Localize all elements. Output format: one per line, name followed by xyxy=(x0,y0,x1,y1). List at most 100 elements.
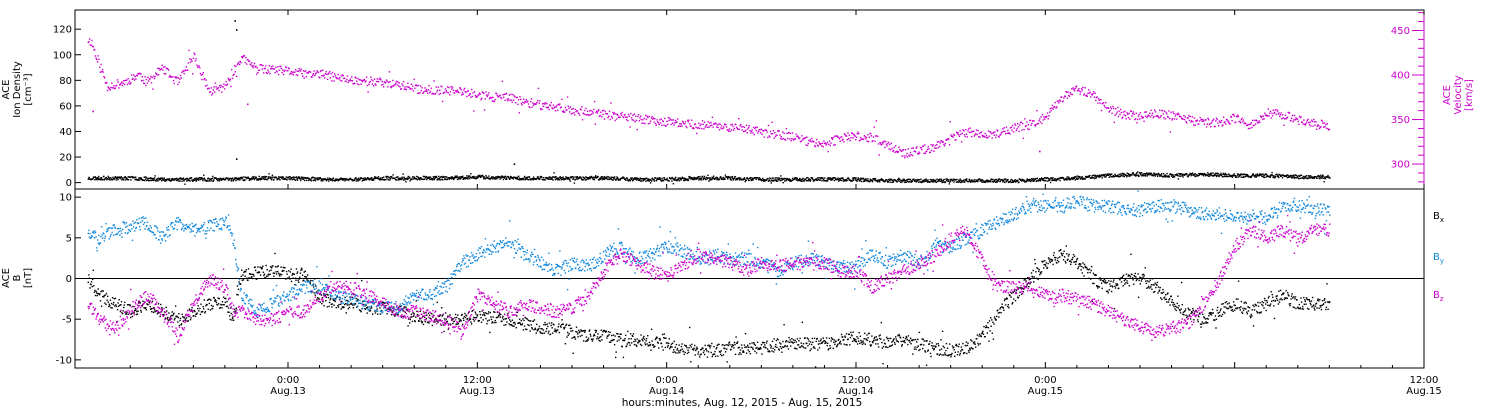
velocity-point xyxy=(233,74,234,75)
density-point xyxy=(812,177,813,178)
velocity-point xyxy=(147,83,148,84)
velocity-point xyxy=(115,87,116,88)
velocity-point xyxy=(628,114,629,115)
bx-point xyxy=(375,312,376,313)
velocity-point xyxy=(1028,129,1029,130)
density-point xyxy=(184,184,185,185)
bx-point xyxy=(271,267,272,268)
density-point xyxy=(1109,177,1110,178)
density-point xyxy=(879,181,880,182)
density-point xyxy=(925,179,926,180)
velocity-point xyxy=(1149,113,1150,114)
velocity-point xyxy=(1048,115,1049,116)
density-point xyxy=(1159,176,1160,177)
bx-point xyxy=(233,320,234,321)
velocity-point xyxy=(557,110,558,111)
velocity-point xyxy=(230,79,231,80)
velocity-point xyxy=(830,143,831,144)
velocity-point xyxy=(1124,114,1125,115)
bx-point xyxy=(126,313,127,314)
bx-point xyxy=(111,303,112,304)
density-point xyxy=(503,179,504,180)
velocity-point xyxy=(1074,90,1075,91)
density-point xyxy=(673,183,674,184)
velocity-point xyxy=(502,94,503,95)
velocity-point xyxy=(689,123,690,124)
velocity-point xyxy=(1184,119,1185,120)
density-point xyxy=(1327,175,1328,176)
bx-point xyxy=(313,286,314,287)
velocity-point xyxy=(196,58,197,59)
velocity-point xyxy=(1069,96,1070,97)
velocity-point xyxy=(992,137,993,138)
velocity-point xyxy=(747,132,748,133)
density-point xyxy=(1095,175,1096,176)
velocity-point xyxy=(1233,114,1234,115)
velocity-point xyxy=(272,65,273,66)
velocity-point xyxy=(1099,103,1100,104)
density-point xyxy=(311,180,312,181)
velocity-point xyxy=(1176,118,1177,119)
bx-point xyxy=(325,300,326,301)
velocity-point xyxy=(1303,119,1304,120)
velocity-point xyxy=(238,62,239,63)
velocity-point xyxy=(730,124,731,125)
bx-point xyxy=(103,296,104,297)
velocity-point xyxy=(1088,89,1089,90)
density-point xyxy=(89,177,90,178)
velocity-point xyxy=(679,123,680,124)
density-point xyxy=(625,179,626,180)
velocity-point xyxy=(702,120,703,121)
density-point xyxy=(919,179,920,180)
velocity-point xyxy=(202,74,203,75)
velocity-point xyxy=(685,126,686,127)
velocity-point xyxy=(1109,111,1110,112)
density-point xyxy=(1037,178,1038,179)
density-point xyxy=(296,176,297,177)
velocity-point xyxy=(1253,125,1254,126)
velocity-point xyxy=(448,92,449,93)
velocity-point xyxy=(1190,116,1191,117)
density-point xyxy=(1228,174,1229,175)
bx-point xyxy=(344,297,345,298)
bx-point xyxy=(181,323,182,324)
bx-point xyxy=(122,313,123,314)
velocity-point xyxy=(321,75,322,76)
velocity-point xyxy=(586,114,587,115)
density-point xyxy=(539,178,540,179)
velocity-point xyxy=(775,136,776,137)
velocity-point xyxy=(1268,115,1269,116)
velocity-point xyxy=(1126,118,1127,119)
bx-point xyxy=(109,305,110,306)
velocity-point xyxy=(282,72,283,73)
density-point xyxy=(300,180,301,181)
bx-point xyxy=(377,314,378,315)
velocity-point xyxy=(1280,112,1281,113)
density-point xyxy=(151,180,152,181)
velocity-point xyxy=(96,59,97,60)
velocity-point xyxy=(397,84,398,85)
velocity-point xyxy=(747,128,748,129)
density-point xyxy=(1138,176,1139,177)
velocity-point xyxy=(399,86,400,87)
density-point xyxy=(327,177,328,178)
density-point xyxy=(1169,176,1170,177)
velocity-point xyxy=(392,80,393,81)
density-point xyxy=(824,177,825,178)
density-point xyxy=(941,179,942,180)
velocity-point xyxy=(275,67,276,68)
density-point xyxy=(882,179,883,180)
velocity-point xyxy=(568,108,569,109)
density-point xyxy=(841,180,842,181)
velocity-point xyxy=(519,112,520,113)
velocity-point xyxy=(959,136,960,137)
density-point xyxy=(163,180,164,181)
velocity-point xyxy=(296,74,297,75)
bx-point xyxy=(345,303,346,304)
velocity-point xyxy=(269,73,270,74)
bx-point xyxy=(407,325,408,326)
velocity-point xyxy=(414,88,415,89)
velocity-point xyxy=(352,80,353,81)
velocity-point xyxy=(1327,123,1328,124)
velocity-point xyxy=(1291,118,1292,119)
